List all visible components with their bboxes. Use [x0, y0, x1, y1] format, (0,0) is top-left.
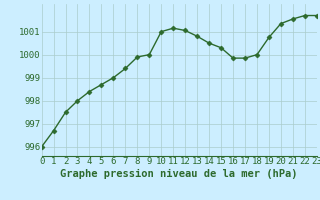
X-axis label: Graphe pression niveau de la mer (hPa): Graphe pression niveau de la mer (hPa)	[60, 169, 298, 179]
